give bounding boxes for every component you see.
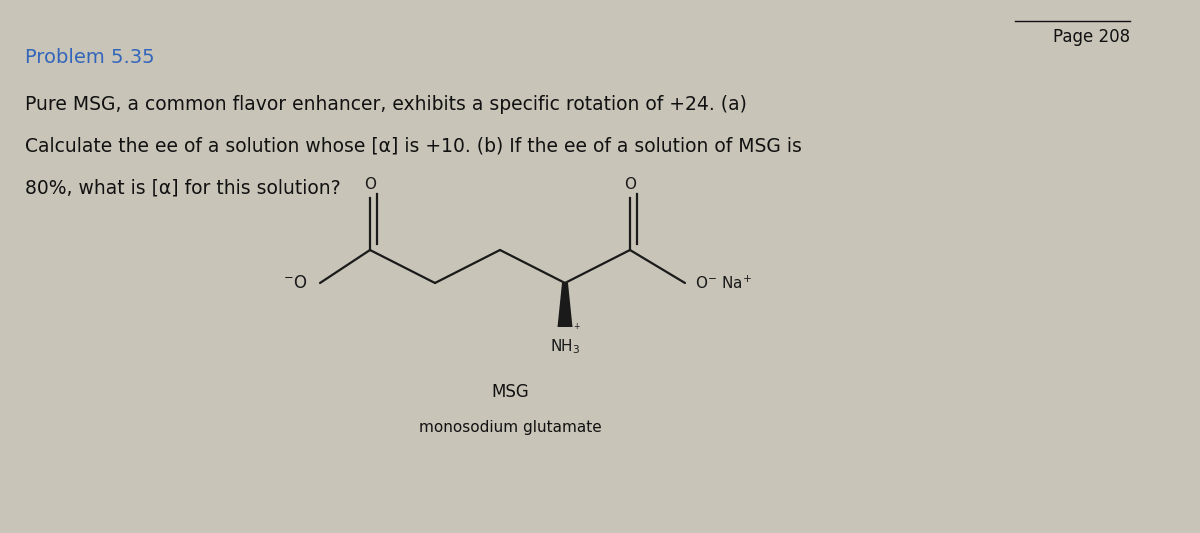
Text: $^{+}$: $^{+}$	[574, 322, 581, 332]
Text: $^{-}$O: $^{-}$O	[283, 274, 308, 292]
Text: Page 208: Page 208	[1052, 28, 1130, 46]
Text: NH$_{3}$: NH$_{3}$	[550, 337, 581, 356]
Text: O: O	[624, 177, 636, 192]
Text: O: O	[364, 177, 376, 192]
Text: Pure MSG, a common flavor enhancer, exhibits a specific rotation of +24. (a): Pure MSG, a common flavor enhancer, exhi…	[25, 95, 746, 114]
Polygon shape	[558, 283, 572, 327]
Text: Problem 5.35: Problem 5.35	[25, 48, 155, 67]
Text: 80%, what is [α] for this solution?: 80%, what is [α] for this solution?	[25, 179, 341, 198]
Text: O$^{-}$ Na$^{+}$: O$^{-}$ Na$^{+}$	[695, 274, 752, 292]
Text: Calculate the ee of a solution whose [α] is +10. (b) If the ee of a solution of : Calculate the ee of a solution whose [α]…	[25, 137, 802, 156]
Text: monosodium glutamate: monosodium glutamate	[419, 420, 601, 435]
Text: MSG: MSG	[491, 383, 529, 401]
